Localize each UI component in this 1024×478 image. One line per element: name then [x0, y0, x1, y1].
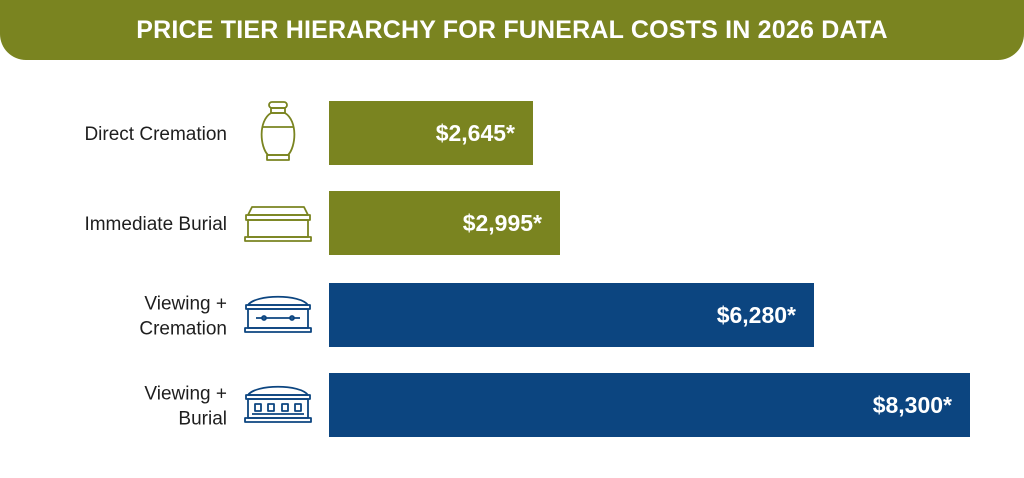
- data-label: $2,645*: [436, 120, 515, 146]
- bar: [329, 101, 533, 165]
- title-banner: PRICE TIER HIERARCHY FOR FUNERAL COSTS I…: [0, 0, 1024, 60]
- chart-title: PRICE TIER HIERARCHY FOR FUNERAL COSTS I…: [136, 15, 888, 44]
- bar-chart: $2,645* Direct Cremation $2,995* Immediate …: [84, 101, 970, 437]
- casket-icon: [244, 295, 312, 333]
- category-label: Immediate Burial: [84, 214, 227, 235]
- data-label: $8,300*: [873, 392, 952, 418]
- bar: [329, 191, 560, 255]
- category-label: Direct Cremation: [84, 124, 227, 145]
- bar: [329, 283, 814, 347]
- data-label: $2,995*: [463, 210, 542, 236]
- simple-casket-icon: [244, 206, 312, 242]
- category-label: Viewing + Burial: [144, 384, 227, 430]
- urn-icon: [260, 101, 296, 161]
- bar: [329, 373, 970, 437]
- category-label: Viewing + Cremation: [139, 294, 227, 340]
- ornate-casket-icon: [244, 385, 312, 423]
- data-label: $6,280*: [717, 302, 796, 328]
